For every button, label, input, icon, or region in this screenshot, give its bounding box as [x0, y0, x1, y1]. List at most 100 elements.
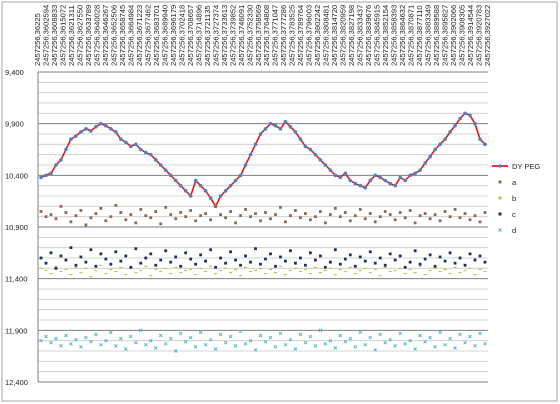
data-point: [273, 345, 278, 349]
data-point: [54, 163, 58, 167]
data-point: [398, 331, 403, 336]
data-point: [79, 345, 83, 349]
data-point: [259, 267, 263, 270]
legend-item: a: [498, 178, 517, 187]
data-point: [318, 328, 323, 333]
data-point: [89, 339, 93, 344]
data-point: [313, 344, 318, 348]
data-point: [478, 254, 482, 258]
data-point: [468, 218, 472, 222]
data-point: [293, 130, 298, 134]
data-point: [403, 216, 407, 220]
legend-symbol: [498, 212, 502, 216]
data-point: [373, 268, 377, 271]
data-point: [408, 268, 412, 271]
data-point: [89, 129, 93, 133]
series-c: [39, 246, 487, 270]
data-point: [219, 256, 222, 260]
data-point: [89, 216, 93, 220]
data-point: [39, 210, 43, 213]
data-point: [248, 152, 253, 157]
data-point: [199, 253, 203, 257]
data-point: [323, 163, 328, 167]
data-point: [403, 265, 407, 269]
data-point: [443, 259, 447, 263]
data-point: [398, 211, 402, 214]
data-point: [453, 266, 457, 268]
data-point: [388, 337, 393, 342]
data-point: [288, 337, 293, 342]
data-point: [289, 214, 292, 218]
x-tick-label: 2457256,3827198: [347, 5, 356, 66]
data-point: [104, 123, 108, 128]
data-point: [333, 207, 337, 210]
data-point: [209, 218, 213, 222]
data-point: [438, 142, 442, 147]
data-point: [193, 345, 198, 349]
x-tick-label: 2457256,3633789: [84, 5, 93, 66]
legend-label: DY PEG: [512, 162, 540, 171]
data-point: [413, 171, 417, 176]
data-point: [363, 185, 368, 190]
data-point: [323, 269, 327, 272]
data-point: [169, 213, 173, 216]
data-point: [99, 342, 103, 347]
x-tick-label: 2457256,3664984: [126, 5, 135, 66]
data-point: [209, 265, 213, 267]
data-point: [413, 271, 417, 274]
data-point: [468, 252, 472, 256]
data-point: [299, 256, 302, 260]
data-point: [203, 189, 208, 193]
data-point: [264, 211, 267, 214]
x-tick-label: 2457256,3646267: [101, 5, 110, 66]
data-point: [458, 332, 462, 337]
data-point: [49, 213, 53, 216]
data-point: [378, 215, 382, 219]
data-point: [79, 130, 83, 134]
data-point: [333, 274, 337, 276]
data-point: [109, 127, 113, 131]
data-point: [368, 212, 372, 215]
data-point: [198, 330, 203, 335]
data-point: [234, 258, 237, 262]
data-point: [328, 260, 332, 264]
data-point: [473, 258, 477, 262]
x-tick-label: 2457256,3783525: [288, 5, 297, 66]
data-point: [328, 267, 332, 270]
data-point: [148, 338, 153, 343]
data-point: [333, 173, 338, 178]
data-point: [208, 337, 213, 342]
data-point: [348, 219, 352, 223]
data-point: [483, 260, 487, 264]
data-point: [149, 275, 153, 277]
data-point: [194, 219, 198, 223]
data-point: [258, 333, 263, 338]
data-point: [373, 348, 378, 352]
data-point: [243, 163, 248, 167]
data-point: [338, 268, 342, 271]
data-point: [104, 219, 108, 223]
data-point: [134, 271, 138, 274]
data-point: [388, 181, 393, 186]
data-point: [119, 259, 123, 263]
data-point: [278, 127, 283, 131]
x-tick-label: 2457256,3727374: [211, 5, 220, 66]
data-point: [174, 266, 178, 268]
data-point: [238, 173, 243, 178]
data-point: [313, 266, 317, 268]
data-point: [388, 252, 392, 256]
data-point: [438, 270, 442, 273]
data-point: [284, 220, 287, 224]
data-point: [418, 168, 422, 172]
data-point: [249, 215, 252, 219]
data-point: [159, 222, 163, 226]
data-point: [348, 336, 353, 341]
data-point: [59, 254, 63, 258]
data-point: [358, 183, 363, 188]
data-point: [448, 130, 452, 134]
data-point: [473, 344, 477, 348]
data-point: [173, 178, 178, 183]
data-point: [353, 273, 357, 275]
data-point: [164, 249, 168, 253]
data-point: [168, 173, 173, 178]
